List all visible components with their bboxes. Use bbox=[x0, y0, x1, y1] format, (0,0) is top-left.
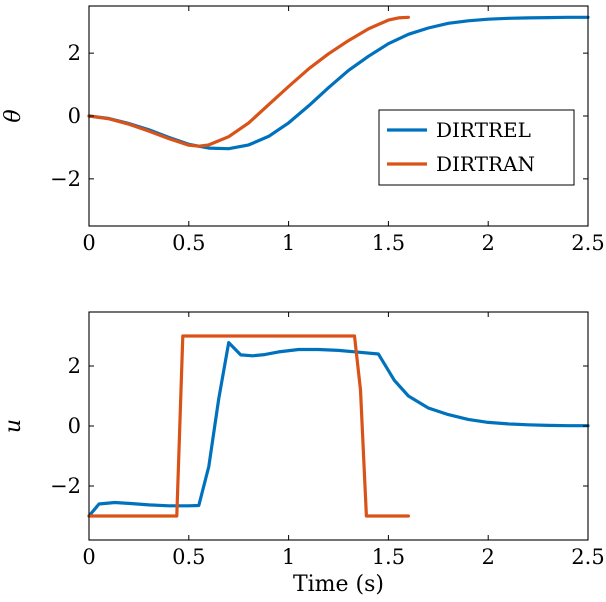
y-tick-label: −2 bbox=[50, 474, 81, 498]
y-tick-label: 2 bbox=[68, 41, 81, 65]
series-line-dirtran bbox=[87, 334, 410, 518]
legend-label-dirtrel: DIRTREL bbox=[436, 118, 531, 142]
x-tick-label: 0 bbox=[82, 231, 95, 255]
x-tick-label: 0.5 bbox=[172, 545, 205, 569]
y-tick-label: 0 bbox=[68, 414, 81, 438]
x-tick-label: 0.5 bbox=[172, 231, 205, 255]
y-axis-label: u bbox=[1, 419, 26, 433]
x-tick-label: 0 bbox=[82, 545, 95, 569]
panel-u: 0 0.5 1 1.5 2 2.5 −2 0 2 u Time (s) bbox=[1, 311, 605, 597]
x-axis-label: Time (s) bbox=[293, 572, 384, 597]
legend: DIRTREL DIRTRAN bbox=[378, 109, 575, 186]
series-line-dirtran bbox=[87, 15, 410, 148]
x-tick-label: 2 bbox=[482, 545, 495, 569]
x-tick-label: 1 bbox=[282, 231, 295, 255]
y-tick-label: −2 bbox=[50, 167, 81, 191]
x-tick-label: 1 bbox=[282, 545, 295, 569]
y-axis-label: θ bbox=[1, 109, 26, 122]
legend-box bbox=[378, 109, 575, 186]
x-tick-label: 1.5 bbox=[372, 231, 405, 255]
x-tick-label: 1.5 bbox=[372, 545, 405, 569]
panel-theta: 0 0.5 1 1.5 2 2.5 −2 0 2 θ DIRTREL DIRTRAN bbox=[1, 5, 605, 255]
x-tick-label: 2.5 bbox=[571, 231, 604, 255]
y-tick-label: 0 bbox=[68, 104, 81, 128]
x-tick-label: 2 bbox=[482, 231, 495, 255]
x-tick-label: 2.5 bbox=[571, 545, 604, 569]
legend-label-dirtran: DIRTRAN bbox=[436, 152, 535, 176]
y-tick-label: 2 bbox=[68, 354, 81, 378]
series-line-dirtrel bbox=[87, 341, 590, 518]
